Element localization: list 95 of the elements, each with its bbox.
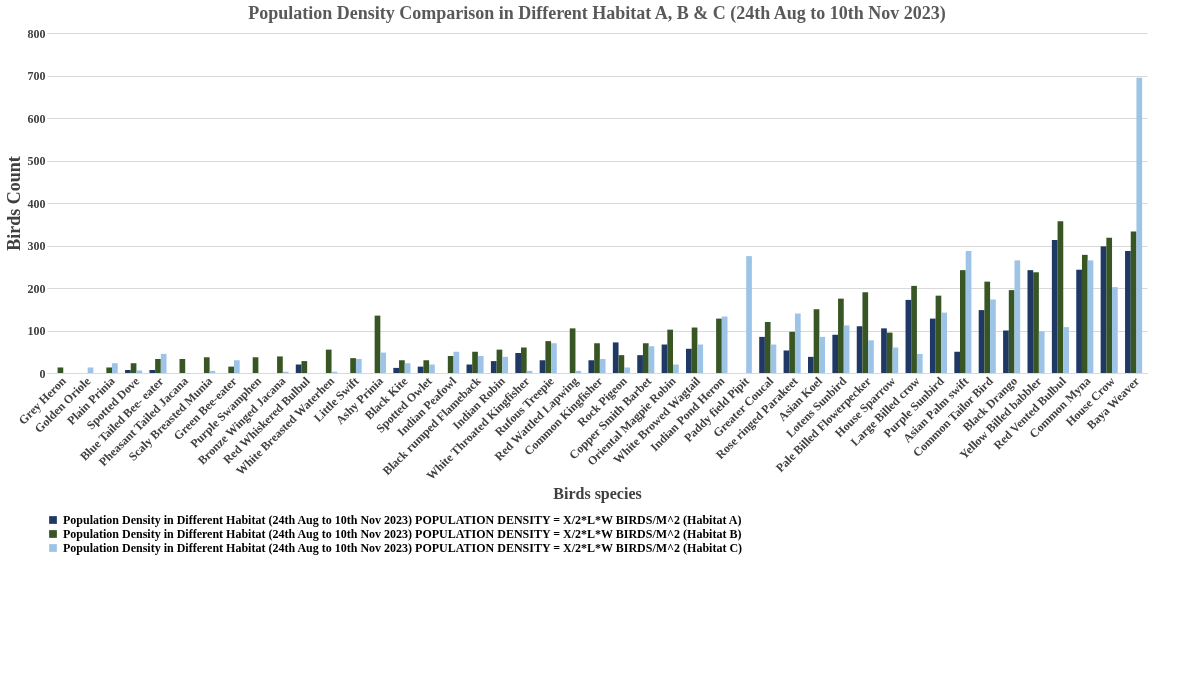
bar xyxy=(1076,269,1082,373)
bar xyxy=(673,364,679,373)
bar xyxy=(716,318,722,373)
bar xyxy=(1051,239,1058,373)
y-tick-label: 800 xyxy=(27,26,46,41)
bar xyxy=(990,299,996,373)
bar xyxy=(228,366,234,373)
bar xyxy=(1063,327,1069,373)
bar xyxy=(160,353,167,373)
bar xyxy=(551,343,557,373)
bar xyxy=(149,370,156,373)
y-tick-label: 0 xyxy=(39,366,46,381)
bar xyxy=(960,270,966,373)
bar xyxy=(1106,237,1113,373)
legend-label: Population Density in Different Habitat (24th Aug to 10th Nov 2023) POPULATION DENSITY = X/2*L*W BIRDS/M^2 (Habitat A) xyxy=(63,513,742,527)
bar xyxy=(1125,251,1131,373)
bar xyxy=(1033,272,1039,373)
bar xyxy=(819,336,826,373)
bar xyxy=(881,328,887,373)
bar xyxy=(447,356,454,373)
bar xyxy=(612,342,619,373)
bar xyxy=(807,356,814,373)
bar xyxy=(112,363,118,373)
bar xyxy=(832,334,839,373)
bar xyxy=(380,352,387,373)
bar xyxy=(746,256,752,373)
bar xyxy=(277,356,283,373)
bar xyxy=(637,355,643,373)
bar xyxy=(233,360,240,373)
bar xyxy=(393,367,400,373)
bar xyxy=(642,343,649,373)
bar xyxy=(252,357,259,373)
bar xyxy=(789,331,795,373)
bar xyxy=(203,357,210,373)
bar xyxy=(399,360,405,373)
bar xyxy=(125,370,131,373)
bar xyxy=(1038,331,1045,373)
bar xyxy=(984,281,991,373)
bar xyxy=(545,341,552,373)
bar xyxy=(502,356,508,373)
legend-label: Population Density in Different Habitat (24th Aug to 10th Nov 2023) POPULATION DENSITY = X/2*L*W BIRDS/M^2 (Habitat C) xyxy=(63,541,743,555)
bar xyxy=(1014,260,1021,373)
bar xyxy=(515,353,521,373)
bar xyxy=(697,344,704,373)
x-axis-title: Birds species xyxy=(553,485,642,504)
bar xyxy=(490,361,497,373)
bar xyxy=(423,360,430,373)
bar xyxy=(862,292,869,373)
bar xyxy=(764,322,771,373)
bar xyxy=(783,350,790,373)
bar xyxy=(301,361,308,373)
bar xyxy=(954,351,961,373)
bar xyxy=(599,358,606,373)
bar xyxy=(911,285,917,373)
bar xyxy=(1112,287,1118,373)
bar xyxy=(575,370,582,373)
bar xyxy=(916,353,923,373)
bar xyxy=(1027,270,1034,373)
bar xyxy=(477,356,484,373)
bar xyxy=(886,332,893,373)
bar xyxy=(472,351,478,373)
bar xyxy=(759,336,765,373)
bar xyxy=(355,358,362,373)
bar xyxy=(106,367,113,373)
bar xyxy=(941,312,947,373)
bar xyxy=(1081,254,1088,373)
bar xyxy=(520,347,527,373)
y-tick-label: 300 xyxy=(27,239,46,253)
bar xyxy=(686,348,692,373)
y-axis-title: Birds Count xyxy=(3,156,24,251)
bar xyxy=(588,360,595,373)
bar xyxy=(624,367,630,373)
bar xyxy=(868,340,874,373)
chart-title: Population Density Comparison in Different Habitat A, B & C (24th Aug to 10th Nov 2023) xyxy=(248,3,946,24)
y-tick-label: 200 xyxy=(27,281,46,296)
bar xyxy=(1003,330,1009,373)
legend-label: Population Density in Different Habitat (24th Aug to 10th Nov 2023) POPULATION DENSITY = X/2*L*W BIRDS/M^2 (Habitat B) xyxy=(63,527,742,541)
bar xyxy=(155,358,161,373)
bar xyxy=(838,298,844,373)
y-tick-label: 600 xyxy=(27,111,46,126)
bar xyxy=(325,349,332,373)
bar xyxy=(1136,77,1143,373)
bar xyxy=(429,364,435,373)
y-tick-label: 500 xyxy=(27,154,46,168)
y-tick-label: 700 xyxy=(27,69,46,83)
y-tick-label: 100 xyxy=(27,324,46,338)
bar xyxy=(57,367,64,373)
bar xyxy=(794,313,801,373)
bar xyxy=(929,318,936,373)
bar xyxy=(667,329,674,373)
bar xyxy=(87,367,94,373)
y-tick-label: 400 xyxy=(27,196,46,211)
bar xyxy=(594,343,600,373)
bar xyxy=(350,358,356,373)
bar xyxy=(136,370,143,373)
